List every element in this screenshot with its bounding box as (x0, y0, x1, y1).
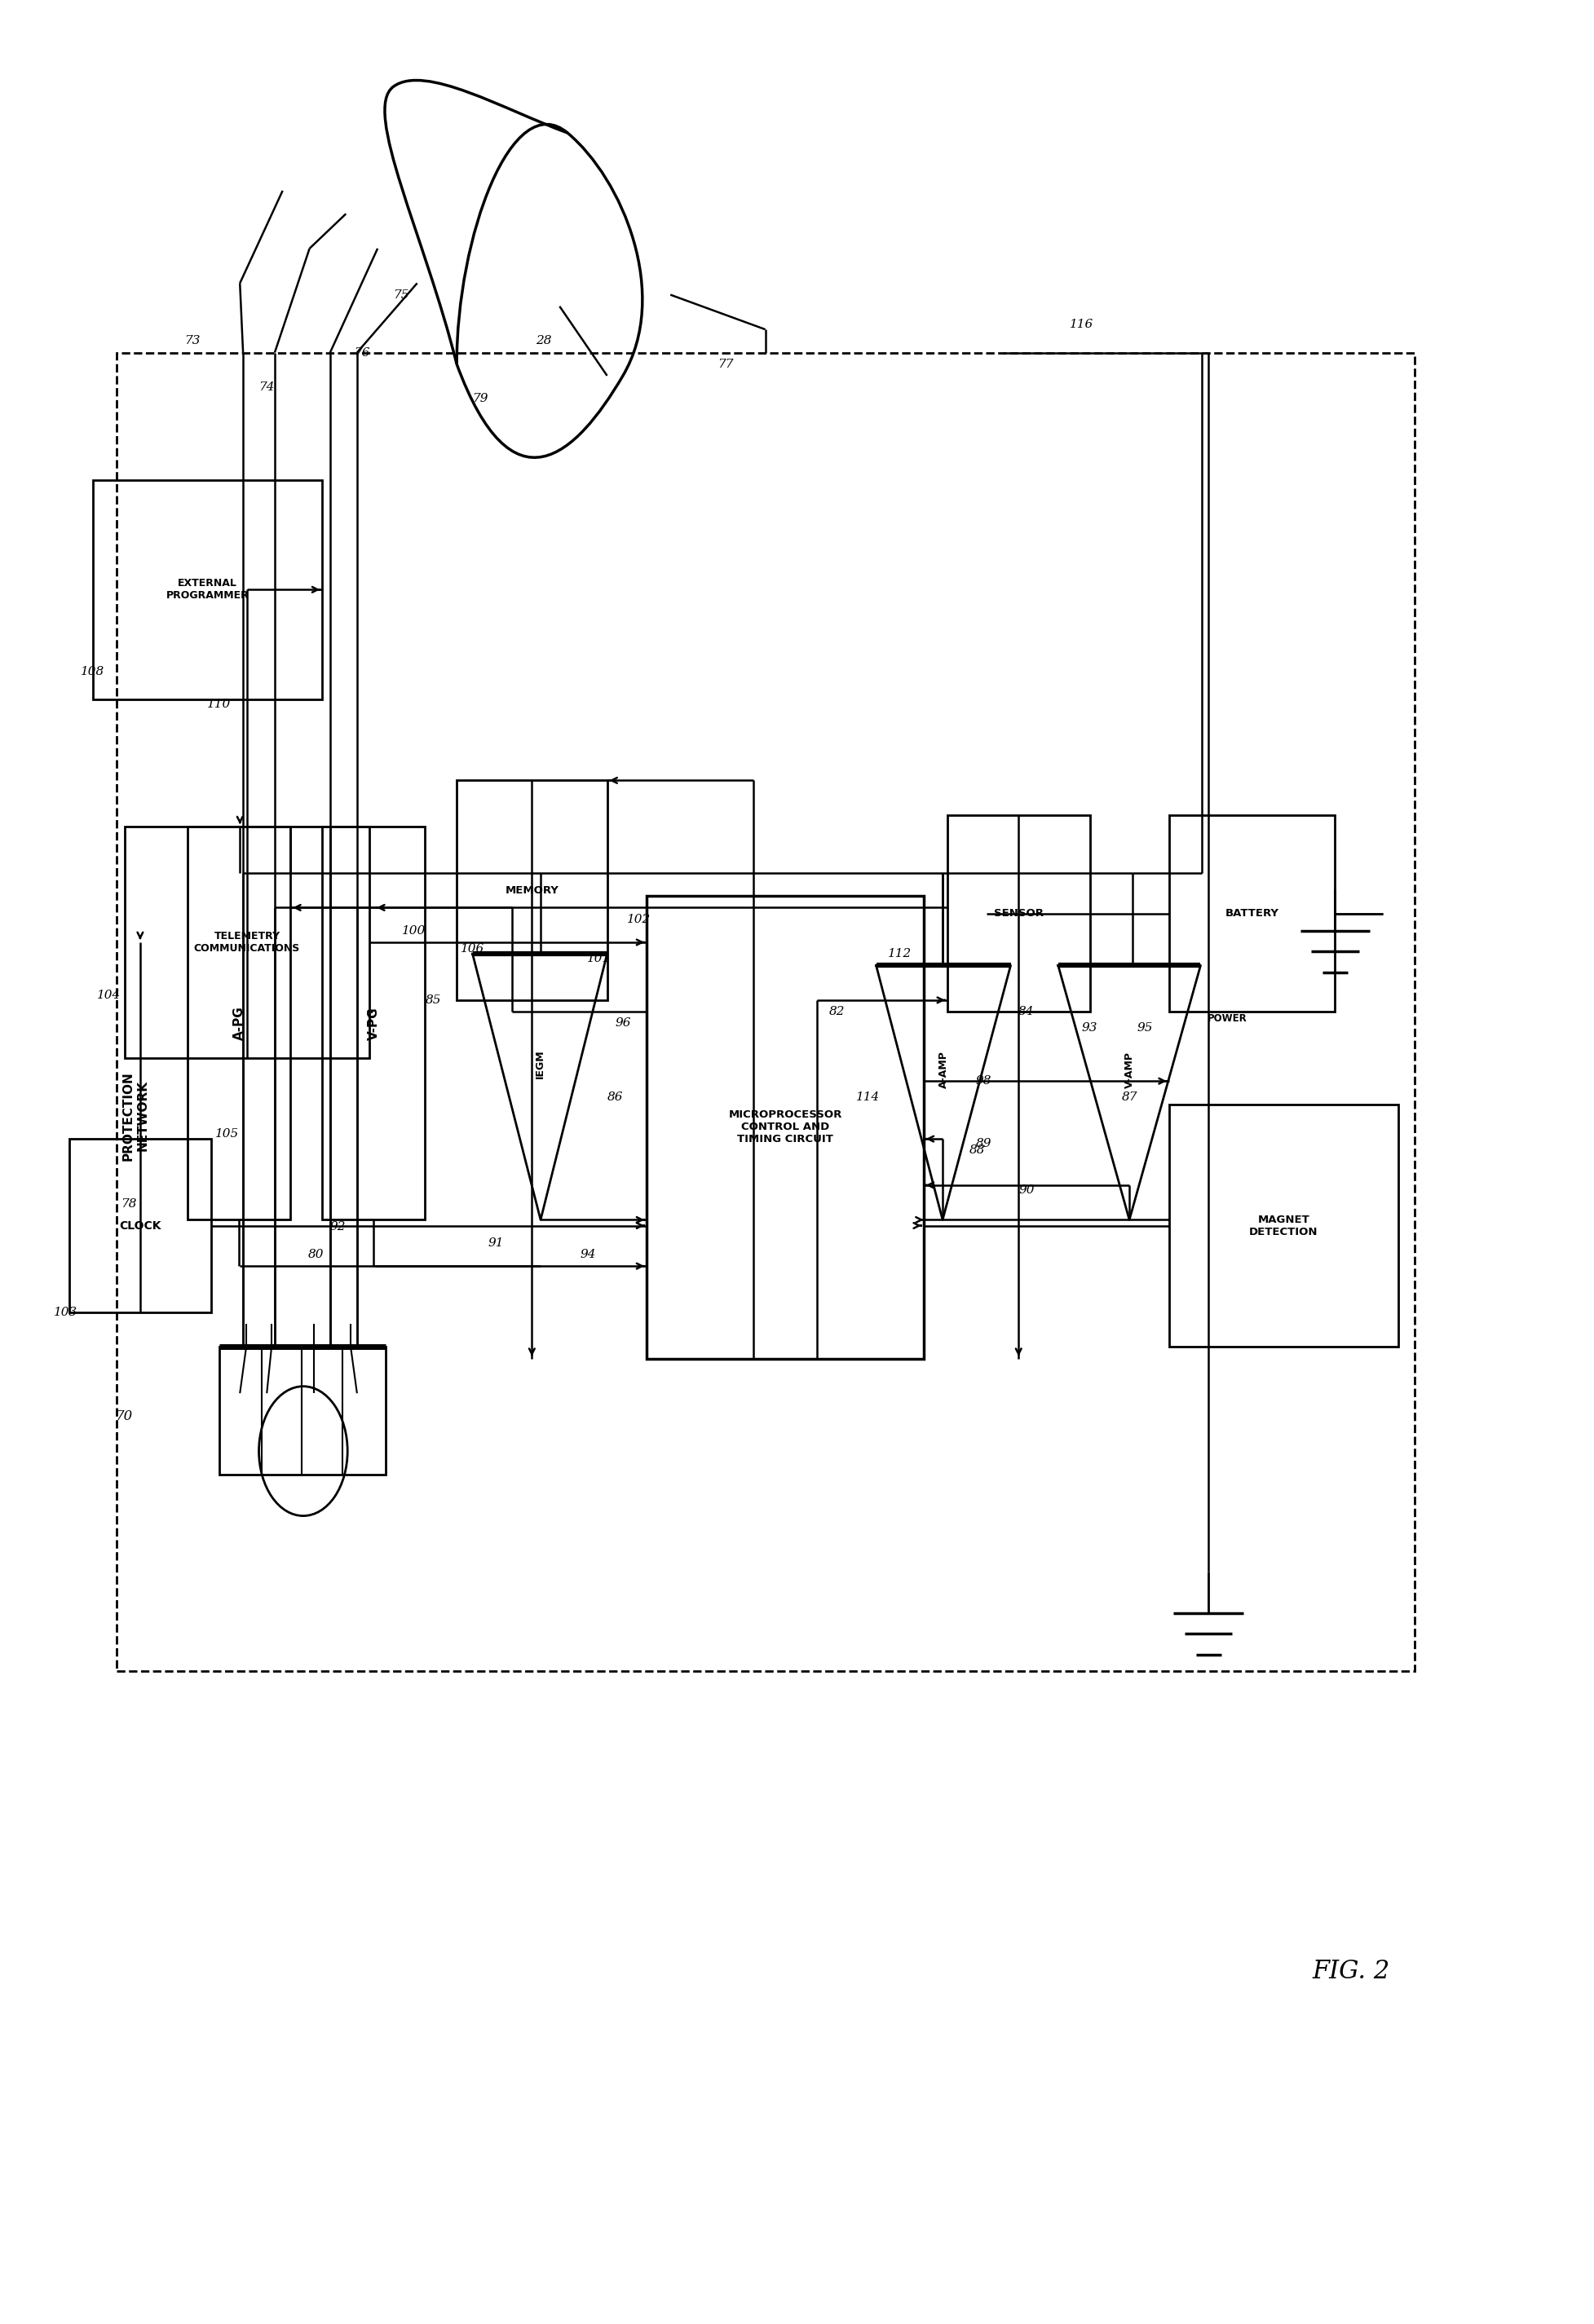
Text: 105: 105 (215, 1129, 239, 1141)
Bar (69, 1139, 212, 1313)
Text: TELEMETRY
COMMUNICATIONS: TELEMETRY COMMUNICATIONS (194, 932, 300, 953)
Text: 98: 98 (976, 1076, 991, 1088)
Text: 108: 108 (81, 667, 105, 676)
Text: 95: 95 (1137, 1023, 1152, 1034)
Text: V-AMP: V-AMP (1124, 1050, 1135, 1088)
Text: FIG. 2: FIG. 2 (1312, 1959, 1390, 1985)
Text: 76: 76 (354, 346, 370, 358)
Text: BATTERY: BATTERY (1226, 909, 1278, 918)
Text: 90: 90 (1019, 1183, 1035, 1195)
Text: 80: 80 (308, 1248, 324, 1260)
Text: 85: 85 (426, 995, 442, 1006)
Text: 87: 87 (1122, 1092, 1137, 1104)
Bar (457, 781, 607, 999)
Text: 70: 70 (116, 1408, 132, 1422)
Text: 73: 73 (185, 335, 201, 346)
Text: 86: 86 (607, 1092, 623, 1104)
Text: 101: 101 (587, 953, 611, 964)
Text: 116: 116 (1070, 318, 1093, 330)
Text: 91: 91 (488, 1236, 504, 1248)
Text: V-PG: V-PG (368, 1006, 379, 1039)
Text: CLOCK: CLOCK (120, 1220, 161, 1232)
Text: PROTECTION
NETWORK: PROTECTION NETWORK (123, 1071, 148, 1160)
Text: 94: 94 (580, 1248, 596, 1260)
Bar (947, 816, 1090, 1011)
Text: EXTERNAL
PROGRAMMER: EXTERNAL PROGRAMMER (166, 579, 249, 602)
Text: 104: 104 (97, 990, 121, 1002)
Text: MEMORY: MEMORY (505, 885, 559, 895)
Text: 84: 84 (1019, 1006, 1035, 1018)
Text: 93: 93 (1082, 1023, 1098, 1034)
Text: 75: 75 (394, 288, 410, 300)
Text: 79: 79 (472, 393, 488, 404)
Text: A-PG: A-PG (233, 1006, 245, 1041)
Text: 77: 77 (717, 358, 733, 370)
Bar (1168, 816, 1336, 1011)
Bar (116, 353, 1414, 1671)
Text: 112: 112 (888, 948, 912, 960)
Bar (647, 897, 923, 1360)
Text: 89: 89 (976, 1139, 991, 1148)
Bar (124, 827, 370, 1057)
Text: IEGM: IEGM (534, 1048, 545, 1078)
Bar (220, 1348, 386, 1473)
Bar (1168, 1104, 1398, 1348)
Text: 78: 78 (121, 1197, 137, 1208)
Text: 92: 92 (330, 1220, 346, 1232)
Text: 110: 110 (207, 700, 231, 709)
Text: 106: 106 (461, 944, 485, 955)
Text: 96: 96 (615, 1018, 631, 1030)
Text: MAGNET
DETECTION: MAGNET DETECTION (1250, 1213, 1318, 1236)
Text: 100: 100 (402, 925, 426, 937)
Text: 82: 82 (829, 1006, 845, 1018)
Text: A-AMP: A-AMP (939, 1050, 948, 1088)
Text: POWER: POWER (1208, 1013, 1248, 1025)
Text: SENSOR: SENSOR (993, 909, 1044, 918)
Text: 28: 28 (536, 335, 552, 346)
Text: MICROPROCESSOR
CONTROL AND
TIMING CIRCUIT: MICROPROCESSOR CONTROL AND TIMING CIRCUI… (728, 1111, 842, 1146)
Bar (188, 827, 290, 1220)
Text: 88: 88 (969, 1146, 985, 1155)
Text: 74: 74 (258, 381, 274, 393)
Text: 102: 102 (626, 913, 650, 925)
Bar (322, 827, 426, 1220)
Bar (92, 479, 322, 700)
Text: 103: 103 (54, 1306, 78, 1318)
Text: 114: 114 (856, 1092, 880, 1104)
